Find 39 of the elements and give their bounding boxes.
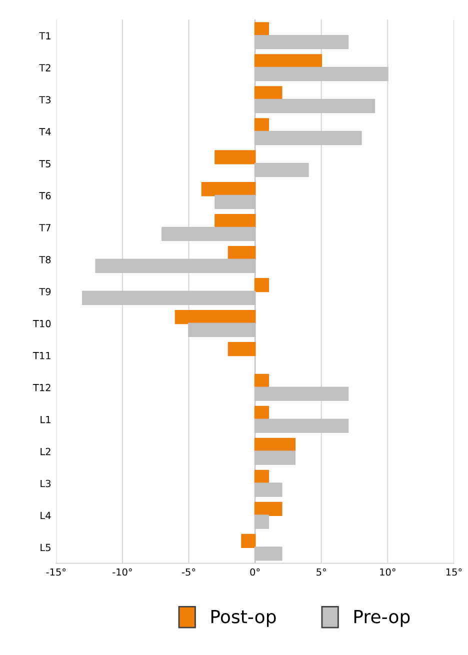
y-tick-label: T6 (39, 192, 51, 200)
y-tick-label: L5 (40, 544, 50, 552)
legend-label: Pre-op (354, 610, 410, 627)
x-tick-label: -10° (112, 568, 132, 576)
x-tick-label: 10° (380, 568, 396, 576)
y-tick-label: T11 (32, 352, 50, 360)
x-tick-label: -5° (182, 568, 196, 576)
bar (254, 278, 270, 292)
y-tick-label: T2 (39, 64, 50, 72)
x-tick-label: 0° (250, 568, 260, 576)
bar (174, 310, 256, 324)
bar (254, 86, 282, 100)
bar (228, 246, 256, 260)
bar (241, 534, 256, 548)
y-tick-label: T4 (39, 128, 51, 136)
legend-label: Post-op (211, 610, 276, 627)
y-tick-label: L1 (40, 416, 50, 424)
y-tick-label: T9 (39, 288, 51, 296)
x-tick-label: 15° (446, 568, 462, 576)
y-tick-label: T5 (39, 160, 50, 168)
bar (254, 22, 270, 36)
y-tick-label: L2 (40, 448, 50, 456)
y-tick-label: T10 (32, 320, 51, 328)
bar (254, 118, 270, 132)
bar (254, 54, 322, 68)
y-tick-label: T12 (32, 384, 50, 392)
bar (201, 182, 256, 196)
x-tick-label: -15° (46, 568, 66, 576)
y-tick-label: T3 (39, 96, 51, 104)
x-tick-label: 5° (316, 568, 326, 576)
bar (214, 214, 256, 228)
y-tick-label: L3 (40, 480, 51, 488)
bar (228, 342, 256, 356)
bar (214, 150, 256, 164)
bar (254, 502, 282, 516)
y-tick-label: L4 (40, 512, 51, 520)
y-tick-label: T1 (39, 32, 50, 40)
y-tick-label: T8 (39, 256, 51, 264)
y-tick-label: T7 (39, 224, 50, 232)
